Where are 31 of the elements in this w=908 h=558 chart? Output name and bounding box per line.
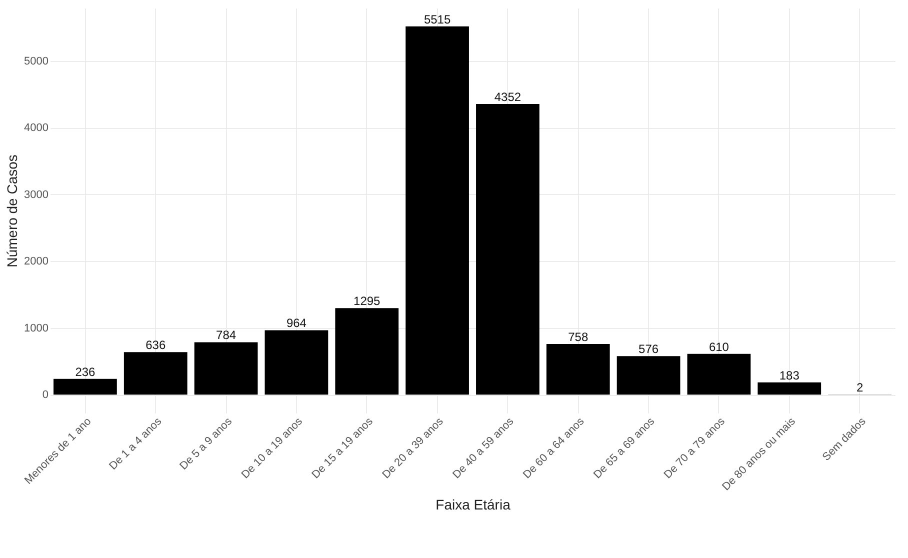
bar <box>758 382 822 395</box>
bar <box>406 26 469 395</box>
bar <box>264 330 328 395</box>
bar <box>476 104 540 395</box>
data-label: 1295 <box>354 294 381 308</box>
data-label: 636 <box>146 338 166 352</box>
data-label: 784 <box>216 328 236 342</box>
y-tick-label: 3000 <box>24 188 48 201</box>
bar <box>546 344 610 395</box>
bar <box>687 354 751 395</box>
data-label: 5515 <box>424 12 451 26</box>
bar <box>124 352 188 395</box>
y-tick-label: 0 <box>42 389 48 402</box>
data-label: 183 <box>779 368 800 382</box>
y-tick-label: 5000 <box>24 55 48 68</box>
data-label: 758 <box>568 330 588 344</box>
y-tick-label: 1000 <box>24 322 48 334</box>
y-tick-label: 2000 <box>24 256 48 268</box>
data-label: 236 <box>75 364 96 379</box>
x-axis-title: Faixa Etária <box>436 496 511 512</box>
y-tick-label: 4000 <box>24 122 48 134</box>
data-label: 576 <box>638 342 659 356</box>
bar <box>194 342 258 395</box>
data-label: 610 <box>708 340 730 354</box>
bar <box>335 308 399 395</box>
bar <box>616 356 680 395</box>
bar <box>54 378 117 395</box>
y-axis-title: Número de Casos <box>4 154 20 268</box>
data-label: 2 <box>856 380 864 394</box>
data-label: 4352 <box>494 90 522 104</box>
data-label: 964 <box>286 316 307 330</box>
